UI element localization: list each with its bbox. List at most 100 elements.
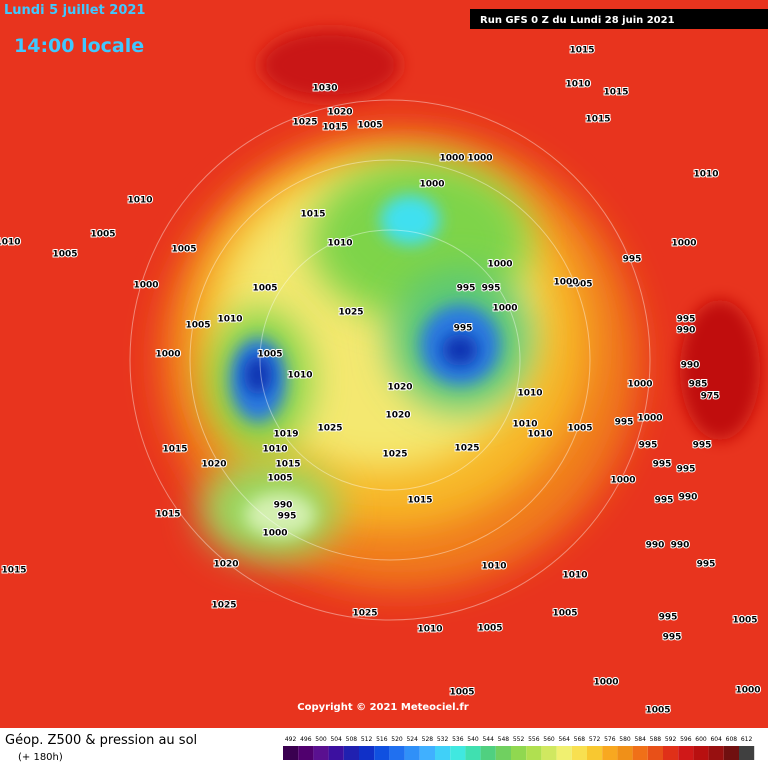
isobar-label: 1010 — [262, 445, 287, 455]
colorbar-label: 572 — [589, 736, 601, 743]
colorbar-label: 568 — [574, 736, 586, 743]
isobar-label: 1005 — [185, 321, 210, 331]
colorbar: 492 496 500 504 508 512 516 520 524 528 532 536 540 5… — [283, 736, 755, 760]
colorbar-swatch — [374, 746, 390, 760]
colorbar-swatch — [404, 746, 420, 760]
footer-title: Géop. Z500 & pression au sol — [5, 733, 197, 748]
colorbar-label: 612 — [741, 736, 753, 743]
isobar-label: 1005 — [552, 609, 577, 619]
colorbar-label: 592 — [665, 736, 677, 743]
isobar-label: 1025 — [292, 118, 317, 128]
colorbar-swatch — [511, 746, 527, 760]
isobar-label: 1019 — [273, 430, 298, 440]
isobar-label: 975 — [701, 392, 720, 402]
isobar-label: 1020 — [385, 411, 410, 421]
footer-subtitle: (+ 180h) — [18, 752, 63, 763]
colorbar-label: 564 — [558, 736, 570, 743]
isobar-label: 1020 — [213, 560, 238, 570]
isobar-label: 1030 — [312, 84, 337, 94]
isobar-label: 1000 — [627, 380, 652, 390]
isobar-label: 1000 — [419, 180, 444, 190]
colorbar-swatch — [526, 746, 542, 760]
isobar-label: 1015 — [603, 88, 628, 98]
isobar-label: 1005 — [52, 250, 77, 260]
isobar-label: 1000 — [439, 154, 464, 164]
isobar-label: 995 — [457, 284, 476, 294]
colorbar-label: 504 — [330, 736, 342, 743]
isobar-label: 1010 — [481, 562, 506, 572]
colorbar-label: 552 — [513, 736, 525, 743]
isobar-label: 1020 — [387, 383, 412, 393]
colorbar-label: 608 — [726, 736, 738, 743]
colorbar-swatch — [739, 746, 755, 760]
isobar-label: 1000 — [492, 304, 517, 314]
colorbar-label: 544 — [482, 736, 494, 743]
isobar-label: 1010 — [127, 196, 152, 206]
colorbar-swatch — [663, 746, 679, 760]
colorbar-label: 496 — [300, 736, 312, 743]
colorbar-label: 532 — [437, 736, 449, 743]
colorbar-swatch — [328, 746, 344, 760]
isobar-label: 990 — [677, 326, 696, 336]
isobar-label: 1015 — [162, 445, 187, 455]
isobar-label: 995 — [454, 324, 473, 334]
isobar-label: 1005 — [567, 424, 592, 434]
colorbar-swatch — [708, 746, 724, 760]
isobar-label: 1000 — [671, 239, 696, 249]
colorbar-label: 524 — [406, 736, 418, 743]
colorbar-swatch — [556, 746, 572, 760]
isobar-label: 1000 — [637, 414, 662, 424]
time: 14:00 locale — [14, 35, 144, 57]
isobar-label: 1010 — [417, 625, 442, 635]
isobar-label: 1025 — [382, 450, 407, 460]
isobar-label: 1015 — [407, 496, 432, 506]
isobar-label: 1010 — [693, 170, 718, 180]
isobar-label: 1025 — [352, 609, 377, 619]
colorbar-label: 548 — [498, 736, 510, 743]
isobar-label: 1025 — [211, 601, 236, 611]
colorbar-swatch — [587, 746, 603, 760]
isobar-label: 1010 — [0, 238, 21, 248]
colorbar-label: 576 — [604, 736, 616, 743]
isobar-label: 1015 — [275, 460, 300, 470]
isobar-label: 1010 — [287, 371, 312, 381]
colorbar-label: 536 — [452, 736, 464, 743]
colorbar-swatch — [693, 746, 709, 760]
colorbar-swatch — [283, 746, 299, 760]
isobar-label: 990 — [671, 541, 690, 551]
colorbar-swatch — [632, 746, 648, 760]
isobar-label: 1015 — [1, 566, 26, 576]
date: Lundi 5 juillet 2021 — [4, 3, 145, 18]
colorbar-label: 508 — [346, 736, 358, 743]
isobar-label: 995 — [693, 441, 712, 451]
colorbar-swatch — [541, 746, 557, 760]
isobar-label: 995 — [677, 465, 696, 475]
isobar-label: 1000 — [735, 686, 760, 696]
colorbar-swatch — [419, 746, 435, 760]
isobar-label: 1005 — [357, 121, 382, 131]
isobar-label: 995 — [677, 315, 696, 325]
colorbar-label: 492 — [285, 736, 297, 743]
isobar-label: 995 — [697, 560, 716, 570]
isobar-label: 1000 — [155, 350, 180, 360]
colorbar-label: 560 — [543, 736, 555, 743]
isobar-label: 1000 — [133, 281, 158, 291]
isobar-label: 1020 — [201, 460, 226, 470]
copyright: Copyright © 2021 Meteociel.fr — [297, 702, 468, 713]
isobar-label: 1005 — [449, 688, 474, 698]
run: Run GFS 0 Z du Lundi 28 juin 2021 — [480, 15, 675, 26]
isobar-label: 1015 — [155, 510, 180, 520]
isobar-label: 995 — [278, 512, 297, 522]
isobar-label: 1005 — [90, 230, 115, 240]
isobar-label: 1025 — [454, 444, 479, 454]
isobar-label: 995 — [659, 613, 678, 623]
isobar-label: 1010 — [562, 571, 587, 581]
isobar-label: 995 — [655, 496, 674, 506]
colorbar-swatch — [647, 746, 663, 760]
colorbar-swatch — [723, 746, 739, 760]
colorbar-label: 520 — [391, 736, 403, 743]
colorbar-swatch — [617, 746, 633, 760]
colorbar-label: 516 — [376, 736, 388, 743]
colorbar-swatch — [480, 746, 496, 760]
